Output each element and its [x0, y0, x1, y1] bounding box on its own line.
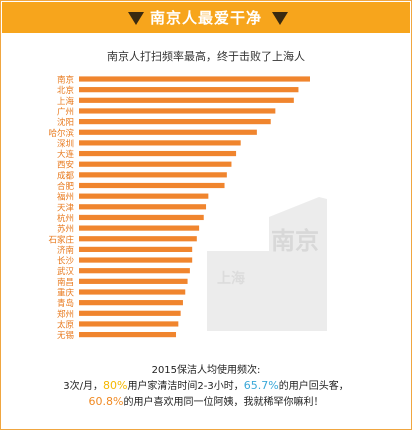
category-label: 北京	[57, 85, 74, 96]
category-label: 长沙	[57, 256, 75, 267]
bar	[79, 87, 299, 93]
category-label: 郑州	[57, 309, 74, 320]
note-text: 的用户回头客，	[278, 381, 349, 392]
note-line2: 3次/月，80%用户家清洁时间2-3小时，65.7%的用户回头客，	[1, 377, 411, 392]
category-label: 杭州	[57, 213, 74, 224]
bar	[79, 246, 193, 252]
watermark-text: 南京	[271, 227, 319, 255]
bar	[79, 150, 237, 157]
bar	[79, 193, 209, 199]
category-label: 西安	[57, 160, 74, 171]
watermark-shape	[269, 197, 327, 331]
percent-value: 65.7%	[243, 379, 279, 392]
category-label: 南京	[57, 75, 74, 86]
watermark-text: 上海	[217, 270, 245, 287]
category-label: 苏州	[57, 224, 74, 235]
bar	[79, 214, 204, 221]
note-line3: 60.8%的用户喜欢用同一位阿姨，我就稀罕你嘛利！	[1, 393, 411, 408]
bar	[79, 140, 241, 146]
bar	[79, 225, 200, 231]
watermark-shape	[207, 251, 275, 331]
category-label: 哈尔滨	[48, 128, 74, 139]
bar	[79, 182, 225, 189]
category-label: 太原	[57, 319, 74, 330]
percent-value: 60.8%	[88, 395, 124, 408]
bar	[79, 257, 193, 263]
bar	[79, 129, 257, 135]
bar	[79, 161, 232, 167]
bar	[79, 172, 227, 178]
bar	[79, 321, 179, 327]
triangle-down-icon	[272, 12, 288, 25]
bar	[79, 119, 271, 125]
note-text: 的用户喜欢用同一位阿姨，我就稀罕你嘛利！	[123, 397, 324, 408]
note-text: 3次/月，	[63, 381, 103, 392]
category-label: 青岛	[57, 298, 74, 309]
category-label: 深圳	[57, 138, 74, 149]
bar	[79, 332, 177, 338]
percent-value: 80%	[102, 379, 128, 392]
banner-title: 南京人最爱干净	[149, 9, 262, 27]
triangle-down-icon	[128, 12, 144, 25]
header-banner: 南京人最爱干净	[2, 2, 410, 33]
bar	[79, 289, 186, 295]
bar	[79, 97, 294, 103]
category-label: 大连	[57, 149, 75, 160]
category-label: 福州	[57, 192, 74, 203]
category-label: 重庆	[57, 288, 75, 299]
category-label: 天津	[57, 202, 75, 213]
chart-title: 南京人打扫频率最高，终于击败了上海人	[107, 50, 305, 63]
bar	[79, 300, 183, 306]
bar	[79, 76, 310, 82]
bar	[79, 278, 188, 284]
bar	[79, 310, 181, 316]
category-label: 南昌	[57, 277, 74, 288]
category-label: 济南	[57, 245, 74, 256]
category-label: 广州	[57, 106, 74, 117]
category-label: 沈阳	[57, 117, 74, 128]
category-label: 石家庄	[48, 234, 74, 245]
category-label: 成都	[57, 170, 75, 181]
category-label: 武汉	[57, 266, 75, 277]
note-text: 用户家清洁时间2-3小时，	[127, 381, 244, 392]
category-label: 无锡	[57, 331, 75, 341]
bar	[79, 268, 190, 274]
bar	[79, 236, 197, 242]
bar	[79, 204, 207, 210]
category-label: 合肥	[57, 181, 75, 192]
category-label: 上海	[57, 96, 75, 107]
note-line1: 2015保洁人均使用频次:	[151, 365, 261, 376]
bar	[79, 108, 276, 114]
